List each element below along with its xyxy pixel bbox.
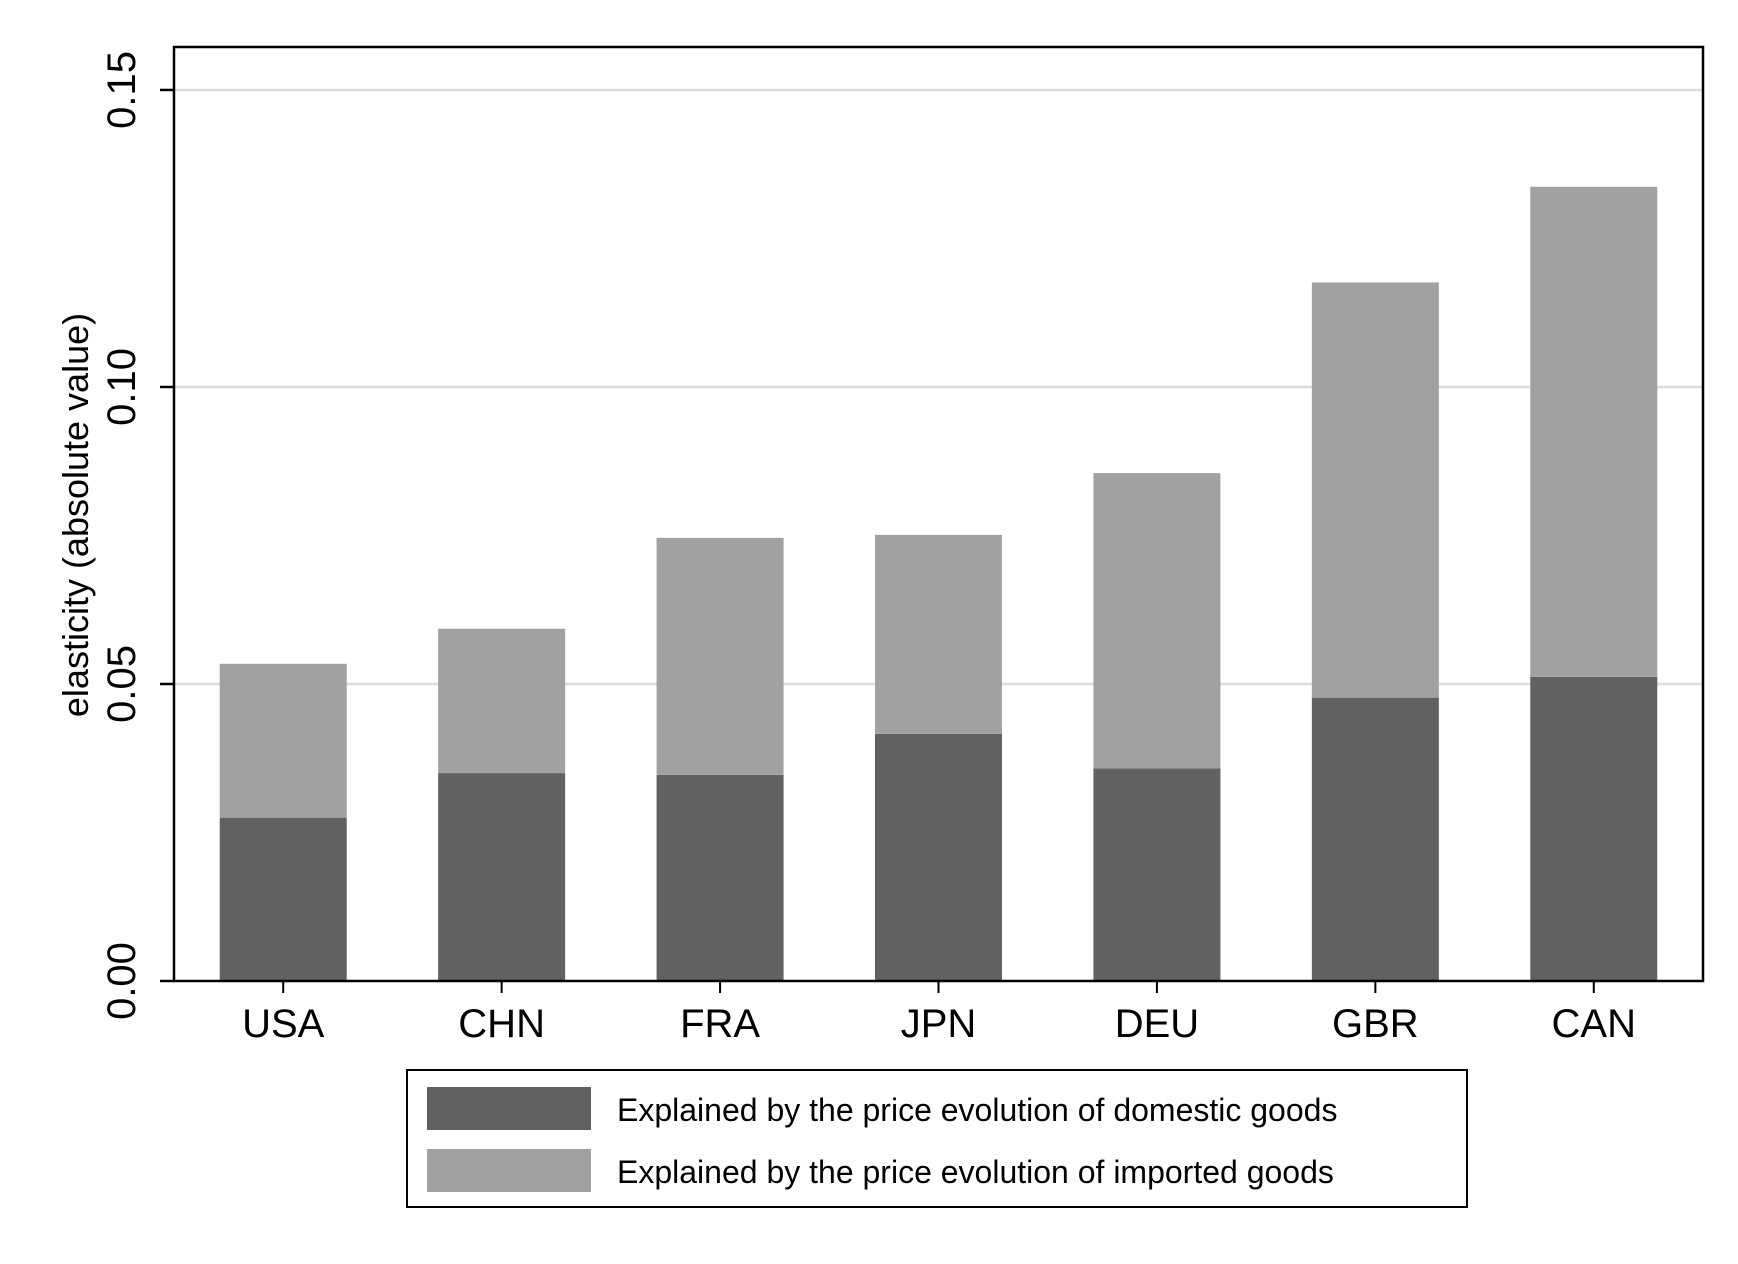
y-axis-title: elasticity (absolute value) [55, 313, 96, 717]
bar-chn-imported [438, 628, 566, 774]
bar-gbr-imported [1311, 282, 1439, 698]
y-tick-label: 0.00 [100, 942, 144, 1020]
bar-deu-domestic [1093, 768, 1221, 981]
x-axis: USA CHN FRA JPN DEU GBR CAN [242, 981, 1636, 1046]
x-tick-label: GBR [1332, 1002, 1419, 1046]
y-tick-label: 0.15 [100, 51, 144, 129]
bar-gbr-domestic [1311, 697, 1439, 981]
bar-usa-imported [219, 663, 347, 818]
bar-can-imported [1530, 186, 1658, 677]
bar-jpn-imported [875, 534, 1002, 734]
bars [219, 186, 1658, 981]
legend: Explained by the price evolution of dome… [406, 1069, 1468, 1208]
legend-swatch-domestic [427, 1087, 591, 1130]
y-axis: 0.00 0.05 0.10 0.15 [100, 51, 174, 1020]
bar-fra-imported [656, 537, 784, 775]
legend-swatch-imported [427, 1149, 591, 1192]
y-tick-label: 0.05 [100, 645, 144, 723]
bar-chn-domestic [438, 773, 566, 981]
x-tick-label: JPN [901, 1002, 977, 1046]
x-tick-label: CAN [1552, 1002, 1636, 1046]
x-tick-label: USA [242, 1002, 325, 1046]
x-tick-label: CHN [458, 1002, 545, 1046]
x-tick-label: FRA [680, 1002, 760, 1046]
legend-label-imported: Explained by the price evolution of impo… [617, 1154, 1334, 1190]
bar-jpn-domestic [875, 733, 1002, 981]
bar-fra-domestic [656, 774, 784, 981]
bar-can-domestic [1530, 676, 1658, 981]
legend-label-domestic: Explained by the price evolution of dome… [617, 1092, 1337, 1128]
y-tick-label: 0.10 [100, 348, 144, 426]
bar-usa-domestic [219, 817, 347, 981]
x-tick-label: DEU [1115, 1002, 1199, 1046]
bar-deu-imported [1093, 473, 1221, 769]
